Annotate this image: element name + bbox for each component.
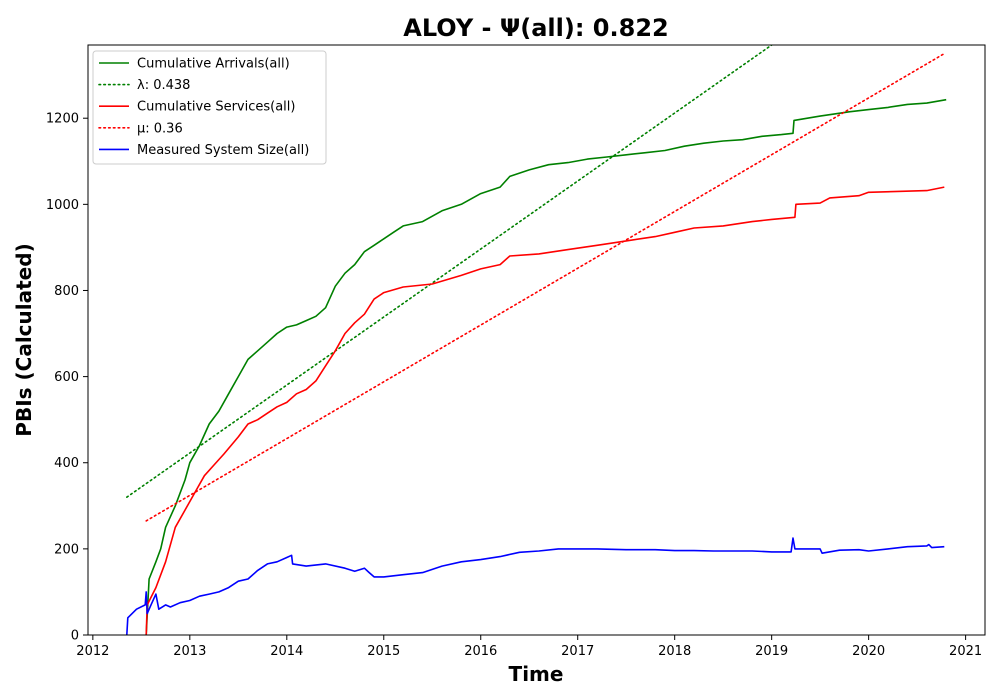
y-tick-label: 1000 <box>46 198 79 213</box>
x-tick-label: 2012 <box>76 644 109 659</box>
plot-frame <box>87 44 986 636</box>
y-axis-title: PBIs (Calculated) <box>12 243 36 436</box>
x-axis-title: Time <box>509 662 564 686</box>
y-tick-label: 400 <box>54 456 79 471</box>
series-line-5 <box>126 537 945 635</box>
legend-label: Measured System Size(all) <box>137 143 309 158</box>
x-tick-label: 2016 <box>464 644 497 659</box>
legend: Cumulative Arrivals(all) λ: 0.438 Cumulati… <box>92 50 327 165</box>
x-tick-label: 2014 <box>270 644 303 659</box>
series-line-1 <box>145 98 947 635</box>
legend-label: μ: 0.36 <box>137 121 183 136</box>
y-tick-label: 200 <box>54 542 79 557</box>
x-axis-ticks: 2012 2013 2014 2015 2016 2017 2018 2019 2020 2021 <box>76 635 982 659</box>
y-tick-label: 1200 <box>46 112 79 127</box>
x-tick-label: 2015 <box>367 644 400 659</box>
x-tick-label: 2017 <box>561 644 594 659</box>
y-tick-label: 600 <box>54 370 79 385</box>
series-line-2 <box>126 45 773 499</box>
legend-label: Cumulative Arrivals(all) <box>137 57 290 72</box>
series-group <box>126 45 947 635</box>
x-tick-label: 2018 <box>658 644 691 659</box>
legend-label: λ: 0.438 <box>137 78 190 93</box>
y-tick-label: 800 <box>54 284 79 299</box>
legend-label: Cumulative Services(all) <box>137 100 295 115</box>
chart-title: ALOY - Ψ(all): 0.822 <box>403 14 668 42</box>
series-line-4 <box>145 52 946 522</box>
x-tick-label: 2020 <box>852 644 885 659</box>
x-tick-label: 2013 <box>173 644 206 659</box>
legend-box <box>92 50 327 165</box>
x-tick-label: 2021 <box>949 644 982 659</box>
x-tick-label: 2019 <box>755 644 788 659</box>
y-axis-ticks: 0 200 400 600 800 1000 1200 <box>46 112 88 644</box>
series-line-3 <box>145 186 945 635</box>
y-tick-label: 0 <box>71 629 79 644</box>
